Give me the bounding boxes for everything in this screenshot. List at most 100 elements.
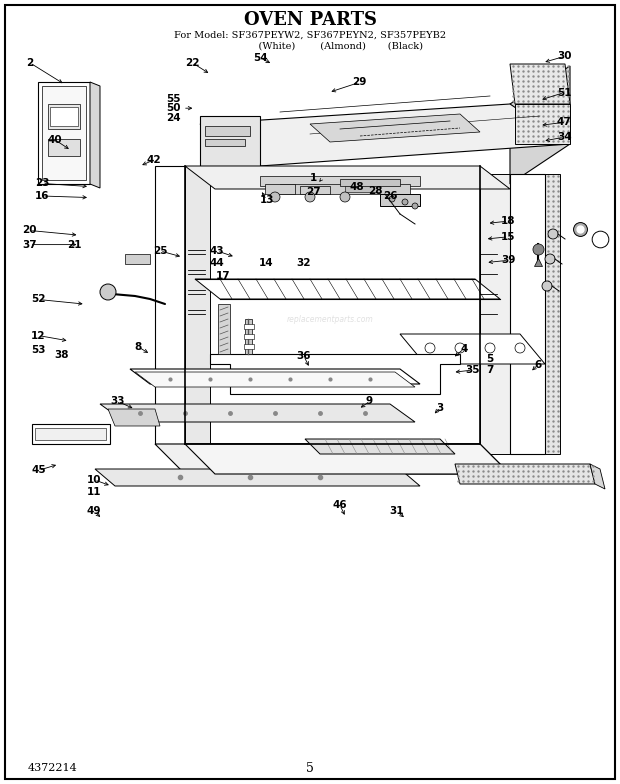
Polygon shape	[205, 139, 245, 146]
Polygon shape	[185, 166, 510, 189]
Text: 2: 2	[26, 58, 33, 67]
Polygon shape	[125, 254, 150, 264]
Text: 39: 39	[501, 256, 516, 265]
Text: 1: 1	[309, 173, 317, 183]
Polygon shape	[205, 126, 250, 136]
Polygon shape	[200, 104, 570, 166]
Text: 37: 37	[22, 240, 37, 249]
Text: 31: 31	[389, 506, 404, 516]
Text: 18: 18	[501, 216, 516, 226]
Polygon shape	[200, 116, 260, 166]
Text: 11: 11	[87, 488, 102, 497]
Circle shape	[305, 192, 315, 202]
Text: 28: 28	[368, 187, 383, 196]
Text: 40: 40	[47, 135, 62, 144]
Text: 13: 13	[259, 195, 274, 205]
Text: 9: 9	[366, 397, 373, 406]
Text: 16: 16	[35, 191, 50, 201]
Polygon shape	[455, 464, 595, 484]
Text: 36: 36	[296, 351, 311, 361]
Text: 14: 14	[259, 258, 274, 267]
Polygon shape	[95, 469, 420, 486]
Text: 42: 42	[146, 155, 161, 165]
Polygon shape	[48, 139, 80, 156]
Polygon shape	[42, 86, 86, 180]
Text: 49: 49	[87, 506, 102, 516]
Text: 10: 10	[87, 475, 102, 485]
Text: 26: 26	[383, 191, 398, 201]
Polygon shape	[510, 64, 570, 104]
Circle shape	[545, 254, 555, 264]
Text: replacementparts.com: replacementparts.com	[286, 314, 373, 324]
Text: 5: 5	[306, 761, 314, 775]
Text: 38: 38	[55, 350, 69, 360]
Circle shape	[425, 343, 435, 353]
Circle shape	[389, 196, 395, 202]
Circle shape	[515, 343, 525, 353]
Polygon shape	[155, 169, 200, 404]
Text: 4: 4	[460, 344, 467, 354]
Text: OVEN PARTS: OVEN PARTS	[244, 11, 376, 29]
Polygon shape	[108, 409, 160, 426]
Polygon shape	[345, 186, 380, 192]
Text: 17: 17	[216, 271, 231, 281]
Text: 29: 29	[352, 78, 367, 87]
Polygon shape	[35, 428, 106, 440]
Polygon shape	[185, 444, 510, 474]
Text: 52: 52	[31, 295, 46, 304]
Circle shape	[270, 192, 280, 202]
Polygon shape	[155, 444, 510, 474]
Text: 30: 30	[557, 52, 572, 61]
Text: (White)        (Almond)       (Black): (White) (Almond) (Black)	[197, 42, 423, 50]
Polygon shape	[218, 304, 230, 354]
Polygon shape	[200, 166, 260, 176]
Polygon shape	[32, 424, 110, 444]
Text: 24: 24	[166, 114, 181, 123]
Polygon shape	[185, 166, 210, 444]
Text: 27: 27	[306, 187, 321, 197]
Text: For Model: SF367PEYW2, SF367PEYN2, SF357PEYB2: For Model: SF367PEYW2, SF367PEYN2, SF357…	[174, 31, 446, 39]
Polygon shape	[280, 184, 410, 194]
Polygon shape	[245, 319, 252, 354]
Polygon shape	[510, 174, 560, 454]
Polygon shape	[244, 334, 254, 339]
Text: 33: 33	[110, 397, 125, 406]
Text: 3: 3	[436, 403, 444, 412]
Text: 51: 51	[557, 88, 572, 97]
Text: 43: 43	[210, 246, 224, 256]
Polygon shape	[155, 166, 185, 444]
Polygon shape	[300, 186, 330, 194]
Text: 32: 32	[296, 258, 311, 267]
Polygon shape	[135, 372, 415, 387]
Text: 55: 55	[166, 94, 181, 103]
Polygon shape	[310, 114, 480, 142]
Polygon shape	[510, 66, 570, 184]
Text: 6: 6	[534, 360, 542, 369]
Polygon shape	[380, 194, 420, 206]
Polygon shape	[195, 279, 500, 299]
Polygon shape	[244, 344, 254, 349]
Text: 34: 34	[557, 132, 572, 142]
Polygon shape	[210, 354, 460, 394]
Polygon shape	[130, 369, 420, 384]
Polygon shape	[340, 179, 400, 186]
Circle shape	[455, 343, 465, 353]
Text: 54: 54	[253, 53, 268, 63]
Circle shape	[548, 229, 558, 239]
Text: 20: 20	[22, 226, 37, 235]
Text: 5: 5	[486, 354, 494, 364]
Text: 7: 7	[486, 365, 494, 375]
Text: 47: 47	[557, 118, 572, 127]
Text: 22: 22	[185, 58, 200, 67]
Polygon shape	[50, 107, 78, 126]
Text: 48: 48	[350, 182, 365, 191]
Text: 45: 45	[31, 466, 46, 475]
Polygon shape	[38, 82, 90, 184]
Polygon shape	[100, 404, 415, 422]
Polygon shape	[244, 324, 254, 329]
Polygon shape	[305, 439, 455, 454]
Text: 35: 35	[465, 365, 480, 375]
Text: 25: 25	[153, 246, 167, 256]
Text: 50: 50	[166, 103, 181, 113]
Text: 4372214: 4372214	[28, 763, 78, 773]
